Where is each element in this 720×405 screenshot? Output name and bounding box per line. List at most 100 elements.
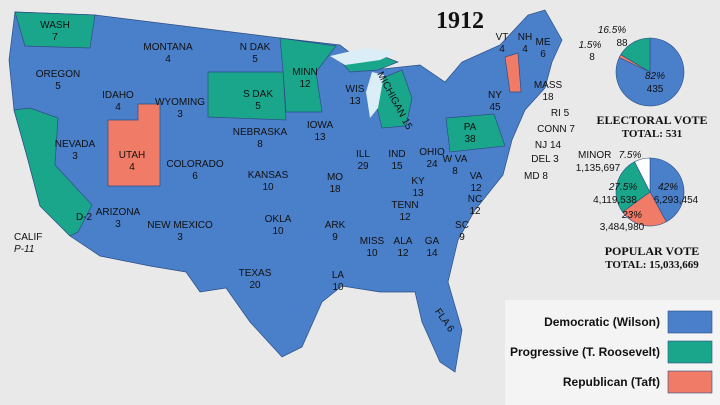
minor-label: MINOR bbox=[578, 150, 611, 161]
pie-slice bbox=[615, 37, 685, 107]
state-votes: 7 bbox=[569, 124, 575, 135]
split-label: D-2 bbox=[76, 212, 93, 223]
state-name: ME bbox=[536, 37, 551, 48]
legend-swatch bbox=[667, 340, 713, 364]
pie-percent: 16.5% bbox=[598, 25, 626, 36]
state-name: ARIZONA bbox=[96, 207, 141, 218]
state-name: MISS bbox=[360, 236, 385, 247]
state-name: S DAK bbox=[243, 89, 273, 100]
minnesota bbox=[279, 37, 337, 113]
state-name: NEBRASKA bbox=[233, 127, 288, 138]
state-name: VT bbox=[496, 32, 509, 43]
state-votes: 10 bbox=[366, 248, 378, 259]
pie-votes: 6,293,454 bbox=[654, 195, 699, 206]
state-votes: 14 bbox=[550, 140, 562, 151]
state-votes: 14 bbox=[426, 248, 438, 259]
pie-slice bbox=[622, 191, 667, 227]
vote-pies: 82% 435 1.5%8 16.5% 88 42% 6,293,454 23%3,484,9… bbox=[576, 25, 699, 233]
state-votes: 12 bbox=[469, 206, 481, 217]
state-votes: 4 bbox=[115, 102, 121, 113]
state-name: GA bbox=[425, 236, 440, 247]
state-labels: WASH7OREGON5CALIFP-11NEVADA3IDAHO4MONTAN… bbox=[14, 20, 575, 335]
state-name: UTAH bbox=[119, 150, 145, 161]
pie-slice bbox=[615, 161, 651, 213]
state-name: SC bbox=[455, 220, 469, 231]
washington bbox=[14, 11, 96, 49]
pie-votes: 435 bbox=[647, 84, 664, 95]
state-name: NY bbox=[488, 90, 502, 101]
state-votes: 7 bbox=[52, 32, 58, 43]
state-votes: 8 bbox=[542, 171, 548, 182]
state-name: RI bbox=[551, 108, 561, 119]
vermont bbox=[504, 52, 522, 93]
state-name: MINN bbox=[292, 67, 318, 78]
legend-label: Progressive (T. Roosevelt) bbox=[510, 345, 660, 359]
california bbox=[13, 107, 93, 237]
south-dakota bbox=[207, 71, 287, 121]
state-name: COLORADO bbox=[166, 159, 223, 170]
state-votes: 10 bbox=[272, 226, 284, 237]
pie-percent: 82% bbox=[645, 71, 665, 82]
state-label: DEL 3 bbox=[531, 154, 559, 165]
state-votes: 3 bbox=[553, 154, 559, 165]
pie-slice bbox=[649, 157, 685, 223]
state-name: ALA bbox=[394, 236, 413, 247]
state-votes: 3 bbox=[177, 109, 183, 120]
map-shapes bbox=[8, 9, 563, 373]
state-name: IDAHO bbox=[102, 90, 134, 101]
state-name: MD bbox=[524, 171, 540, 182]
title: 1912 bbox=[436, 8, 484, 34]
state-name: KANSAS bbox=[248, 170, 289, 181]
pie-votes: 8 bbox=[589, 52, 595, 63]
state-votes: 38 bbox=[464, 134, 476, 145]
state-votes: 15 bbox=[391, 161, 403, 172]
state-votes: 3 bbox=[72, 151, 78, 162]
state-votes: 5 bbox=[55, 81, 61, 92]
state-votes: 29 bbox=[357, 161, 369, 172]
us-outline bbox=[8, 9, 563, 373]
state-name: DEL bbox=[531, 154, 551, 165]
state-votes: 6 bbox=[192, 171, 198, 182]
state-votes: 13 bbox=[314, 132, 326, 143]
state-name: MONTANA bbox=[143, 42, 193, 53]
state-votes: 13 bbox=[349, 96, 361, 107]
state-votes: 12 bbox=[299, 79, 311, 90]
pie-votes: 88 bbox=[616, 38, 628, 49]
state-name: OREGON bbox=[36, 69, 80, 80]
legend: Democratic (Wilson) Progressive (T. Roose… bbox=[510, 310, 713, 394]
state-votes: 12 bbox=[397, 248, 409, 259]
state-votes: 18 bbox=[329, 184, 341, 195]
state-votes: 4 bbox=[129, 162, 135, 173]
state-votes: 5 bbox=[564, 108, 570, 119]
state-name: IND bbox=[388, 149, 405, 160]
utah bbox=[107, 103, 161, 187]
state-name: WASH bbox=[40, 20, 70, 31]
state-name: PA bbox=[464, 122, 477, 133]
state-name: NJ bbox=[535, 140, 547, 151]
state-name: TENN bbox=[391, 200, 418, 211]
state-votes: 13 bbox=[412, 188, 424, 199]
state-name: WYOMING bbox=[155, 97, 205, 108]
pie-slice bbox=[634, 157, 651, 193]
state-votes: 9 bbox=[332, 232, 338, 243]
state-name: CONN bbox=[537, 124, 566, 135]
state-name: VA bbox=[470, 171, 483, 182]
state-votes: 8 bbox=[452, 166, 458, 177]
state-votes: 3 bbox=[177, 232, 183, 243]
state-votes: 45 bbox=[489, 102, 501, 113]
state-votes: 15 bbox=[399, 117, 414, 132]
state-votes: 8 bbox=[257, 139, 263, 150]
state-label: CONN 7 bbox=[537, 124, 575, 135]
state-name: OKLA bbox=[265, 214, 292, 225]
state-name: TEXAS bbox=[239, 268, 272, 279]
state-votes: 4 bbox=[522, 44, 528, 55]
state-votes: 10 bbox=[332, 282, 344, 293]
pie-percent: 42% bbox=[658, 182, 678, 193]
state-name: NEW MEXICO bbox=[147, 220, 213, 231]
state-name: IOWA bbox=[307, 120, 334, 131]
pie-percent: 27.5% bbox=[608, 182, 637, 193]
state-name: NEVADA bbox=[55, 139, 96, 150]
legend-swatch bbox=[667, 310, 713, 334]
state-votes: 4 bbox=[499, 44, 505, 55]
pie-percent: 23% bbox=[621, 210, 642, 221]
